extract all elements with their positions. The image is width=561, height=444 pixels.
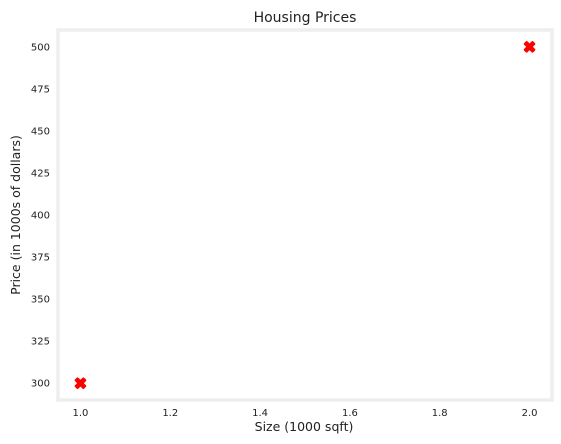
y-tick-label: 500 — [31, 42, 50, 53]
x-axis-label: Size (1000 sqft) — [255, 419, 354, 434]
y-tick-label: 350 — [31, 295, 50, 306]
x-tick-label: 1.0 — [73, 408, 89, 419]
data-point — [523, 41, 536, 53]
y-tick-label: 325 — [31, 337, 50, 348]
y-axis-ticks: 300 325 350 375 400 425 450 475 500 — [31, 42, 50, 389]
y-tick-label: 300 — [31, 379, 50, 390]
plot-frame — [56, 28, 554, 402]
x-tick-label: 1.4 — [252, 408, 268, 419]
y-tick-label: 375 — [31, 253, 50, 264]
data-points — [74, 41, 536, 389]
y-tick-label: 400 — [31, 211, 50, 222]
y-tick-label: 450 — [31, 126, 50, 137]
x-tick-label: 2.0 — [522, 408, 538, 419]
x-axis-ticks: 1.0 1.2 1.4 1.6 1.8 2.0 — [73, 408, 538, 419]
x-tick-label: 1.2 — [162, 408, 178, 419]
data-point — [74, 377, 87, 389]
y-tick-label: 475 — [31, 84, 50, 95]
y-tick-label: 425 — [31, 168, 50, 179]
x-tick-label: 1.8 — [432, 408, 448, 419]
chart-title: Housing Prices — [254, 10, 357, 26]
y-axis-label: Price (in 1000s of dollars) — [8, 135, 23, 295]
x-tick-label: 1.6 — [342, 408, 358, 419]
